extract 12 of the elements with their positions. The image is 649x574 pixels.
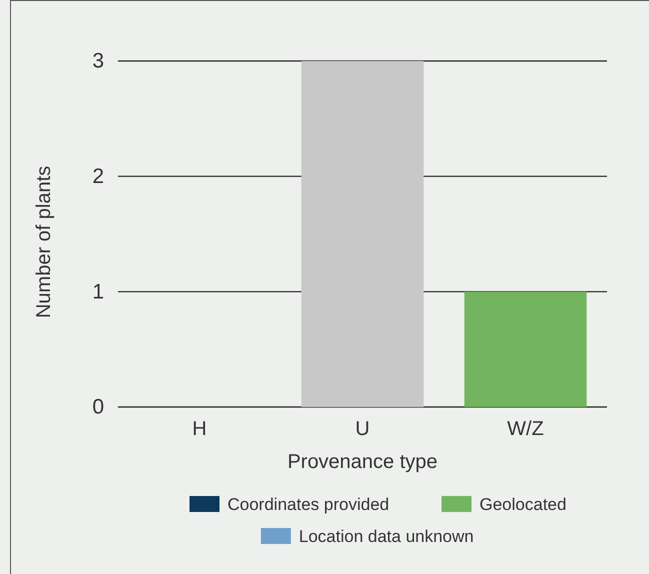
legend-label: Geolocated [480,495,566,514]
legend-label: Coordinates provided [228,495,390,514]
x-tick-label: H [192,418,207,440]
y-tick-label: 2 [92,165,104,188]
x-tick-label: W/Z [507,418,544,440]
x-tick-label: U [355,418,370,440]
y-tick-label: 3 [92,50,104,73]
y-axis-title: Number of plants [33,166,55,318]
legend-label: Location data unknown [298,527,474,546]
y-tick-label: 1 [92,280,104,304]
x-axis-title: Provenance type [287,451,438,473]
y-tick-label: 0 [92,396,104,419]
